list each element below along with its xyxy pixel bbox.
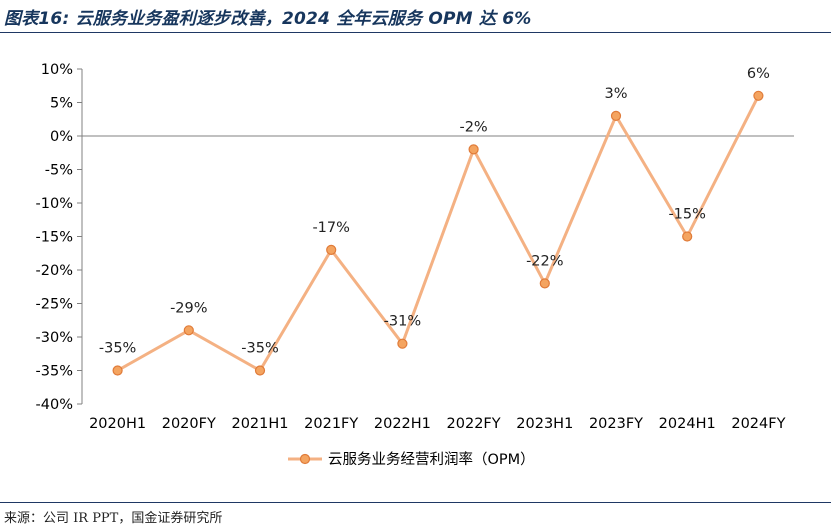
y-tick-label: -35%	[36, 364, 73, 380]
x-tick-label: 2022H1	[374, 416, 431, 432]
x-tick-label: 2020FY	[162, 416, 216, 432]
opm-line-chart: 10% 5% 0% -5% -10% -15% -20% -25% -30% -35% -40% 2…	[36, 62, 794, 468]
x-tick-label: 2020H1	[89, 416, 146, 432]
data-point	[468, 144, 479, 155]
data-point	[610, 110, 622, 122]
source-rule	[0, 502, 831, 503]
x-tick-label: 2023H1	[516, 416, 573, 432]
data-label: -35%	[241, 341, 278, 357]
data-point	[682, 231, 693, 242]
y-tick-label: -5%	[45, 163, 73, 179]
data-label: -17%	[312, 220, 349, 236]
y-tick-label: 5%	[50, 96, 73, 112]
data-label: -22%	[526, 253, 563, 269]
figure-title: 图表16: 云服务业务盈利逐步改善，2024 全年云服务 OPM 达 6%	[4, 9, 532, 29]
data-point	[397, 338, 408, 349]
title-rule	[0, 32, 831, 33]
series-line	[116, 95, 760, 372]
x-tick-label: 2021H1	[231, 416, 288, 432]
y-tick-label: -30%	[36, 330, 73, 346]
data-point	[539, 278, 550, 289]
y-axis: 10% 5% 0% -5% -10% -15% -20% -25% -30% -35% -40%	[36, 62, 83, 413]
data-label: 3%	[604, 86, 627, 102]
data-point	[183, 325, 194, 336]
source-note: 来源：公司 IR PPT，国金证券研究所	[4, 511, 223, 526]
x-tick-label: 2024FY	[731, 416, 785, 432]
y-tick-label: -15%	[36, 230, 73, 246]
data-point	[254, 365, 266, 376]
y-tick-label: 10%	[41, 62, 73, 78]
y-tick-label: 0%	[50, 129, 73, 145]
y-tick-label: -10%	[36, 196, 73, 212]
data-label: -35%	[99, 341, 136, 357]
data-point	[753, 90, 764, 101]
data-label: -31%	[384, 314, 421, 330]
data-label: -2%	[459, 119, 487, 135]
data-label: -29%	[170, 300, 207, 316]
series-opm	[112, 90, 764, 376]
data-labels: -35% -29% -35% -17% -31% -2% -22% 3% -15% 6%	[99, 66, 770, 357]
data-label: 6%	[747, 66, 770, 82]
data-point	[326, 244, 337, 255]
x-tick-label: 2021FY	[304, 416, 358, 432]
legend-label: 云服务业务经营利润率（OPM）	[328, 451, 535, 468]
x-axis: 2020H1 2020FY 2021H1 2021FY 2022H1 2022FY 2023…	[89, 416, 786, 432]
x-tick-label: 2023FY	[589, 416, 643, 432]
data-label: -15%	[668, 207, 705, 223]
y-tick-label: -20%	[36, 263, 73, 279]
y-tick-label: -40%	[36, 397, 73, 413]
legend: 云服务业务经营利润率（OPM）	[288, 451, 535, 468]
data-point	[112, 365, 123, 376]
legend-marker-swatch	[299, 453, 311, 465]
x-tick-label: 2024H1	[659, 416, 716, 432]
x-tick-label: 2022FY	[447, 416, 501, 432]
y-tick-label: -25%	[36, 297, 73, 313]
